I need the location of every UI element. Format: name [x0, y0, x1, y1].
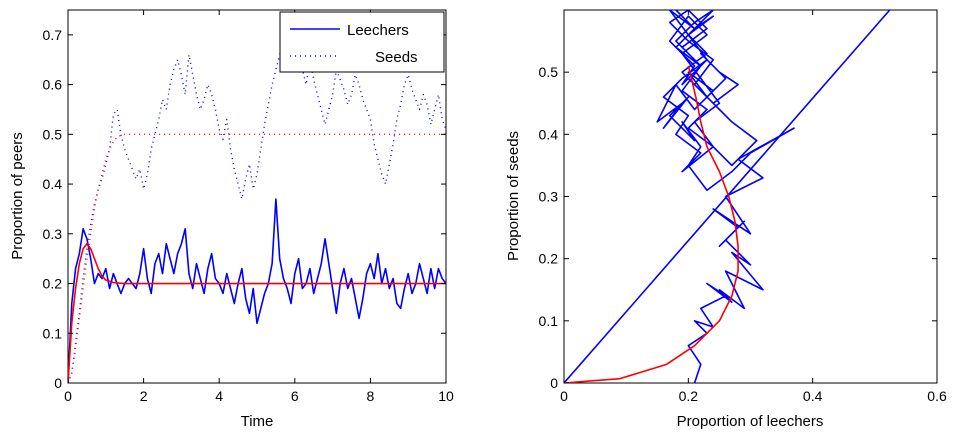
left-y-tick-label: 0.3 [43, 226, 63, 242]
right-y-tick-label: 0.5 [539, 64, 559, 80]
left-y-axis-label: Proportion of peers [9, 132, 26, 260]
right-x-tick-label: 0.4 [803, 388, 823, 404]
right-y-tick-label: 0 [550, 375, 558, 391]
left-x-tick-label: 10 [438, 388, 454, 404]
left-y-tick-label: 0.5 [43, 126, 63, 142]
right-y-tick-label: 0.1 [539, 313, 559, 329]
left-leechers-line [68, 198, 446, 383]
legend: Leechers Seeds [279, 11, 445, 73]
legend-box [279, 11, 445, 73]
left-series-2-line [68, 242, 446, 383]
right-x-axis-label: Proportion of leechers [677, 413, 824, 430]
phase-plane-chart: 0 0.2 0.4 0.6 0 0.1 0.2 0.3 0.4 0.5 Proportion of… [505, 9, 947, 430]
left-x-tick-label: 8 [367, 388, 375, 404]
right-ticks-group: 0 0.2 0.4 0.6 0 0.1 0.2 0.3 0.4 0.5 [539, 10, 947, 404]
left-y-tick-label: 0.6 [43, 77, 63, 93]
right-y-axis-label: Proportion of seeds [505, 131, 522, 261]
left-y-tick-label: 0.7 [43, 27, 63, 43]
left-y-tick-label: 0 [54, 375, 62, 391]
left-x-tick-label: 6 [291, 388, 299, 404]
legend-label-leechers: Leechers [347, 22, 409, 39]
left-series-3-line [68, 133, 446, 383]
right-series-2-line [564, 65, 739, 383]
right-y-tick-label: 0.3 [539, 189, 559, 205]
right-y-tick-label: 0.2 [539, 251, 559, 267]
left-x-tick-label: 2 [140, 388, 148, 404]
right-y-tick-label: 0.4 [539, 126, 559, 142]
right-x-tick-label: 0 [560, 388, 568, 404]
right-x-tick-label: 0.2 [679, 388, 699, 404]
left-y-tick-label: 0.1 [43, 325, 63, 341]
left-x-tick-label: 4 [215, 388, 223, 404]
legend-label-seeds: Seeds [375, 49, 418, 66]
left-x-tick-label: 0 [64, 388, 72, 404]
left-y-tick-label: 0.4 [43, 176, 63, 192]
right-series-group [564, 10, 891, 383]
left-series-group [68, 14, 446, 383]
left-x-axis-label: Time [241, 413, 274, 430]
time-series-chart: 0 2 4 6 8 10 0 0.1 0.2 0.3 0.4 0.5 0.6 0.7 Time Propo… [9, 9, 454, 430]
left-y-tick-label: 0.2 [43, 276, 63, 292]
right-x-tick-label: 0.6 [927, 388, 947, 404]
right-axes-box [563, 9, 938, 384]
right-series-1-line [656, 10, 795, 383]
left-ticks-group: 0 2 4 6 8 10 0 0.1 0.2 0.3 0.4 0.5 0.6 0.7 [43, 10, 454, 404]
